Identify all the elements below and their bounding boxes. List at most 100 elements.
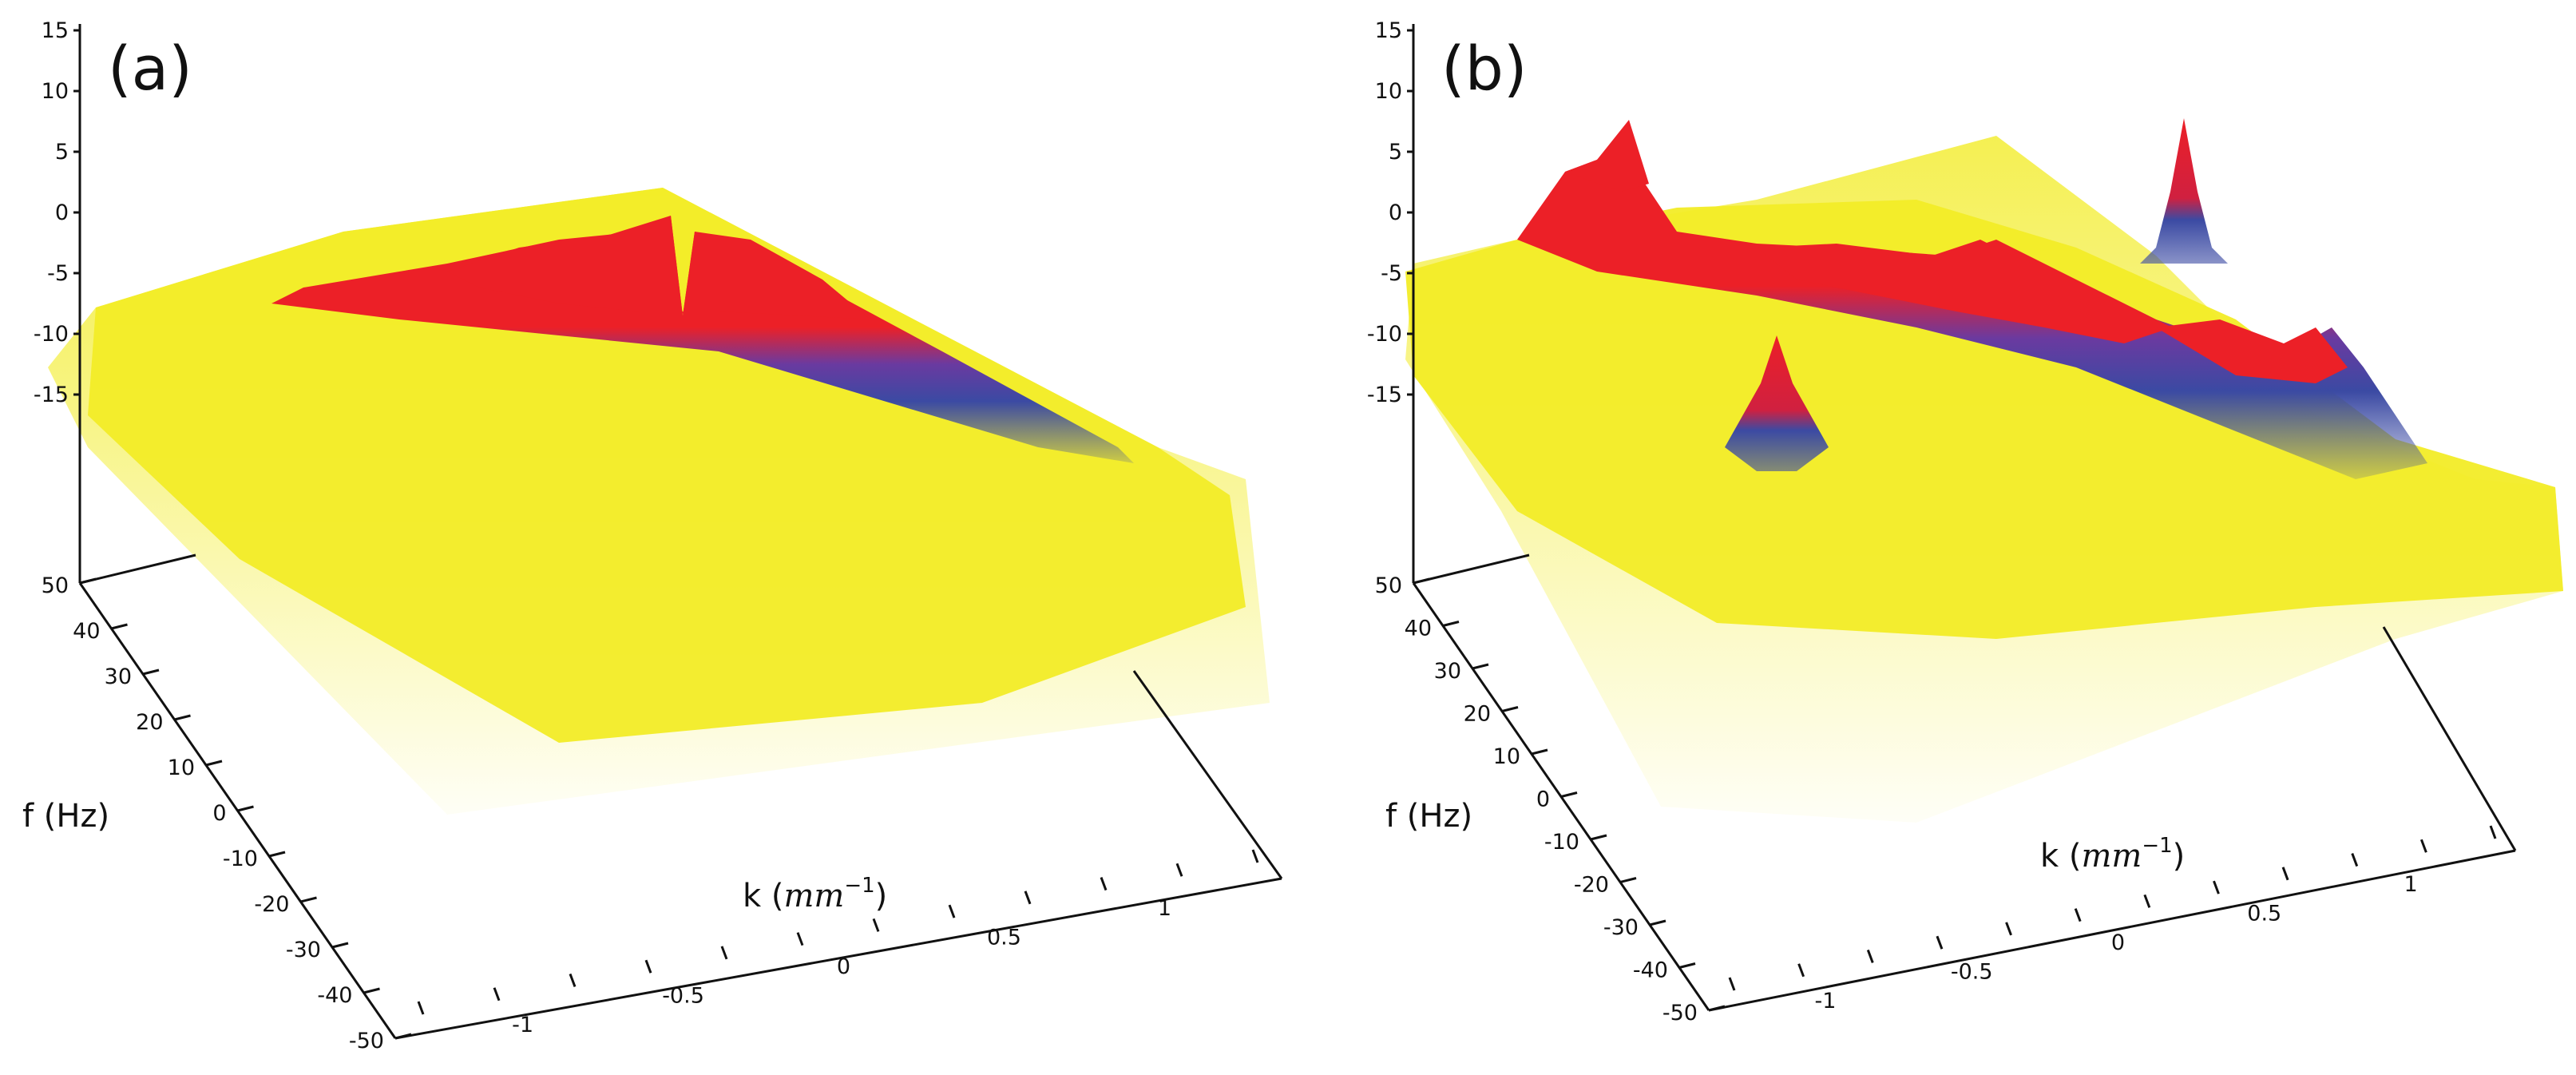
- b-z-tick-label: -15: [1367, 383, 1402, 407]
- a-k-tick-mark: [1024, 891, 1032, 905]
- panel-a-k-ticks: -1 -0.5 0 0.5 1: [417, 849, 1259, 1037]
- b-k-tick-mark: [2489, 825, 2497, 839]
- b-f-tick-label: 50: [1375, 573, 1402, 598]
- panel-b-k-ticks: -1 -0.5 0 0.5 1: [1728, 825, 2497, 1014]
- a-k-tick-mark: [1100, 877, 1108, 891]
- a-f-tick-label: -10: [223, 847, 258, 871]
- b-f-tick-mark: [1678, 962, 1696, 969]
- b-f-tick-label: 40: [1405, 617, 1432, 641]
- a-f-tick-label: -50: [349, 1029, 384, 1053]
- b-f-tick-label: -10: [1544, 830, 1579, 855]
- b-f-tick-mark: [1590, 834, 1607, 841]
- a-f-tick-mark: [237, 805, 254, 812]
- panel-b-label: (b): [1441, 33, 1528, 104]
- b-k-tick-mark: [2005, 922, 2012, 936]
- b-k-tick-mark: [2281, 867, 2289, 881]
- a-z-tick-label: -10: [34, 322, 69, 347]
- panel-a-label: (a): [108, 33, 192, 104]
- panel-b-axes: [1412, 24, 2517, 1012]
- b-f-tick-mark: [1442, 621, 1460, 627]
- b-k-tick-mark: [1797, 963, 1805, 978]
- a-k-tick-label: -0.5: [662, 984, 704, 1009]
- a-f-tick-label: -30: [286, 938, 321, 962]
- a-k-tick-mark: [1251, 849, 1259, 863]
- a-k-tick-label: 0.5: [987, 925, 1021, 950]
- a-k-tick-mark: [1175, 863, 1183, 877]
- b-f-tick-label: -30: [1603, 915, 1639, 940]
- b-f-tick-mark: [1472, 663, 1489, 670]
- a-f-tick-mark: [331, 942, 349, 949]
- b-f-tick-mark: [1531, 748, 1548, 756]
- b-k-tick-mark: [2143, 894, 2151, 908]
- b-z-tick-label: 15: [1375, 18, 1402, 43]
- b-k-tick-mark: [2419, 839, 2427, 853]
- b-f-tick-label: 10: [1493, 744, 1520, 769]
- panel-b-z-ticks: 15 10 5 0 -5 -10 -15: [1367, 18, 1413, 407]
- b-z-tick-label: 5: [1389, 140, 1402, 165]
- b-k-tick-mark: [2074, 908, 2082, 922]
- a-z-tick-label: -5: [47, 261, 69, 286]
- b-k-tick-mark: [1866, 949, 1874, 963]
- a-k-tick-label: -1: [512, 1013, 533, 1037]
- panel-b-k-axis-label: k (mm−1): [2040, 834, 2185, 875]
- b-f-tick-label: -50: [1663, 1001, 1698, 1025]
- a-f-tick-mark: [300, 896, 317, 903]
- a-k-tick-mark: [569, 973, 577, 987]
- b-f-tick-label: -20: [1574, 873, 1609, 898]
- a-k-tick-mark: [493, 987, 501, 1002]
- a-f-tick-mark: [268, 851, 286, 858]
- b-k-tick-mark: [2213, 880, 2220, 895]
- a-k-tick-mark: [417, 1001, 425, 1015]
- b-z-tick-label: 0: [1389, 200, 1402, 225]
- b-f-tick-label: 20: [1464, 702, 1491, 727]
- a-f-tick-mark: [174, 714, 191, 721]
- b-k-tick-label: -0.5: [1951, 960, 1993, 985]
- b-k-tick-label: 1: [2404, 872, 2417, 897]
- a-z-tick-label: 15: [42, 18, 69, 43]
- a-k-tick-mark: [796, 932, 804, 946]
- b-z-tick-label: 10: [1375, 79, 1402, 104]
- a-f-tick-mark: [363, 987, 380, 994]
- a-f-tick-mark: [205, 760, 223, 767]
- a-k-tick-mark: [872, 918, 880, 932]
- a-z-tick-label: -15: [34, 383, 69, 407]
- b-f-tick-mark: [1501, 706, 1519, 712]
- a-f-tick-mark: [111, 623, 128, 630]
- b-f-tick-mark: [1560, 791, 1578, 798]
- a-f-tick-label: 30: [105, 664, 132, 689]
- b-f-tick-label: -40: [1633, 958, 1668, 983]
- b-f-tick-mark: [1708, 1005, 1726, 1012]
- b-f-tick-mark: [1413, 577, 1430, 585]
- panel-a-f-axis-label: f (Hz): [22, 798, 109, 835]
- b-f-tick-mark: [1619, 877, 1637, 883]
- a-k-tick-label: 1: [1158, 896, 1171, 921]
- a-f-tick-mark: [394, 1033, 412, 1040]
- a-f-tick-label: -40: [317, 983, 352, 1008]
- a-z-tick-label: 5: [55, 140, 69, 165]
- b-k-tick-mark: [1936, 935, 1944, 950]
- a-f-tick-label: 0: [212, 801, 226, 826]
- a-k-tick-mark: [948, 904, 956, 918]
- a-f-tick-mark: [79, 577, 97, 585]
- b-k-tick-label: -1: [1815, 989, 1837, 1014]
- panel-a-k-axis-label: k (mm−1): [743, 874, 887, 914]
- panel-a-surface: [48, 188, 1270, 815]
- b-f-tick-label: 30: [1434, 659, 1461, 684]
- b-f-tick-label: 0: [1536, 787, 1550, 812]
- b-k-tick-label: 0: [2111, 930, 2125, 955]
- a-z-tick-label: 10: [42, 79, 69, 104]
- panel-b-surface: [1405, 118, 2563, 823]
- a-f-tick-label: -20: [254, 892, 289, 917]
- b-k-tick-label: 0.5: [2247, 901, 2281, 926]
- a-k-tick-mark: [644, 959, 652, 974]
- a-f-tick-mark: [142, 668, 160, 676]
- a-k-tick-mark: [720, 946, 728, 960]
- a-z-tick-label: 0: [55, 200, 69, 225]
- a-f-tick-label: 10: [168, 756, 195, 780]
- b-k-tick-mark: [1728, 977, 1736, 991]
- a-f-tick-label: 20: [136, 710, 163, 735]
